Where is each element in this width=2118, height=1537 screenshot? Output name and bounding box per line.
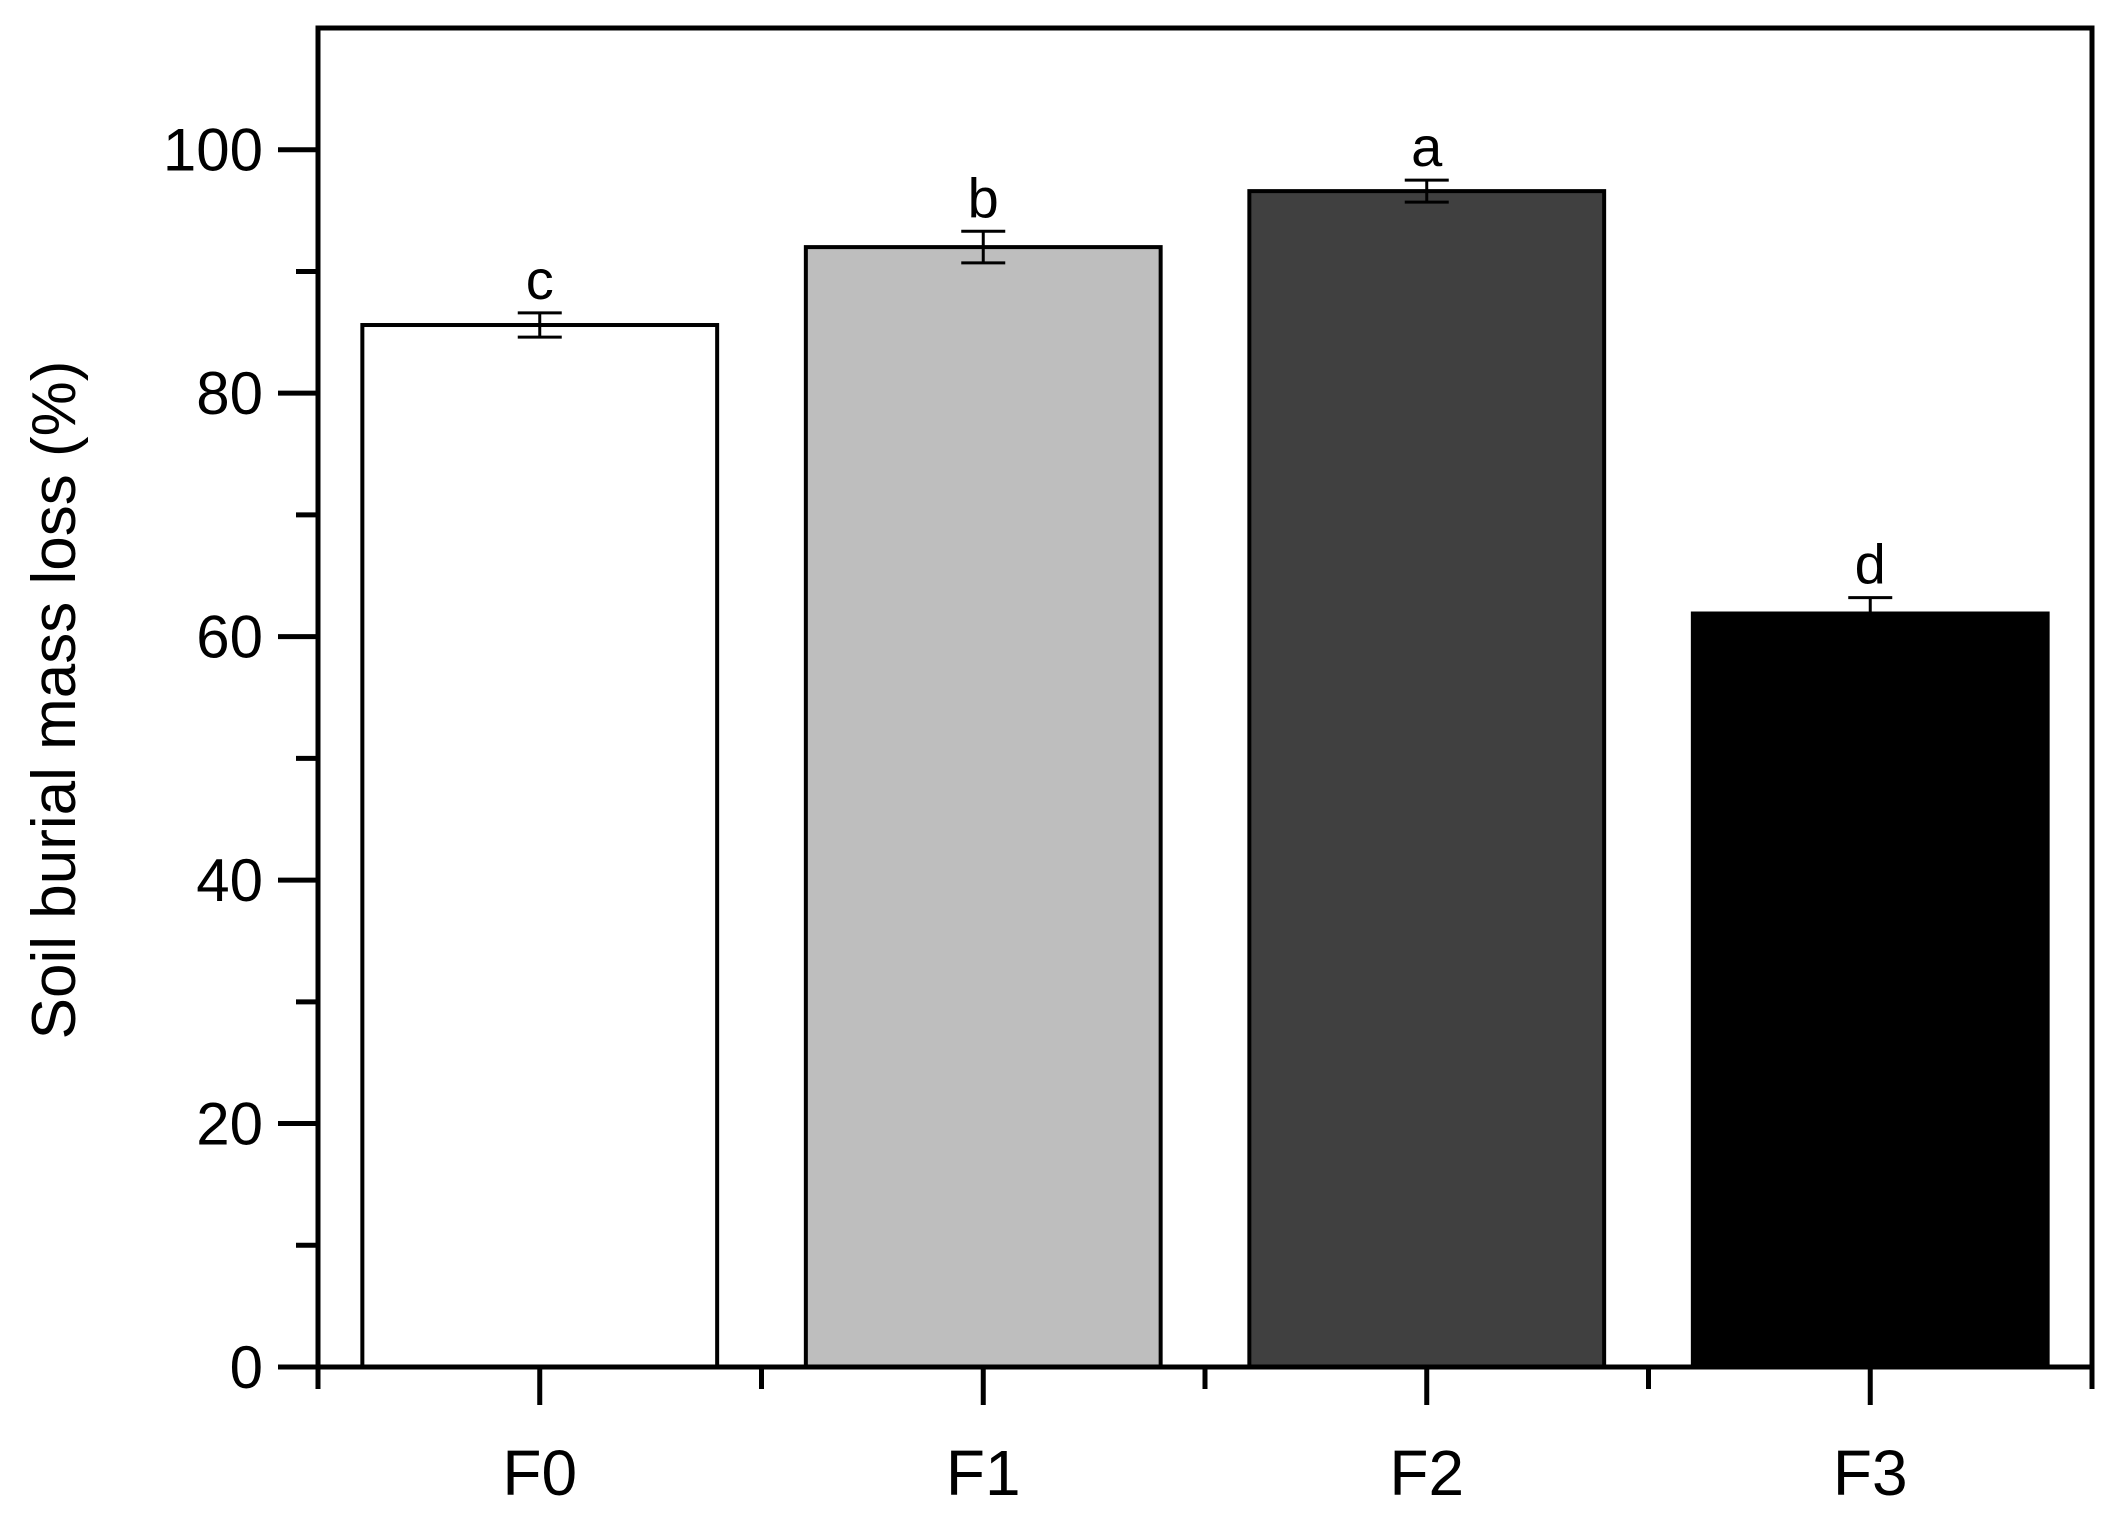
y-tick-label: 40	[196, 847, 263, 914]
error-bars-layer	[517, 178, 1893, 631]
significance-label-f1: b	[968, 166, 999, 229]
labels-layer: c F0 b F1 a F2 d F3 0 20 40 60 80 100	[163, 115, 1908, 1509]
x-tick-label-f3: F3	[1833, 1437, 1908, 1509]
y-tick-label: 60	[196, 604, 263, 671]
error-bar-f3	[1848, 596, 1893, 631]
significance-label-f2: a	[1411, 115, 1443, 178]
bar-f3	[1690, 611, 2050, 1369]
y-axis-title: Soil burial mass loss (%)	[20, 361, 89, 1040]
x-tick-label-f1: F1	[946, 1437, 1021, 1509]
y-tick-label: 100	[163, 117, 263, 184]
error-bar-f2	[1404, 178, 1449, 204]
bar-f0	[360, 323, 720, 1370]
error-bar-f1	[961, 229, 1006, 265]
axes-layer	[278, 25, 2095, 1405]
x-tick-label-f0: F0	[502, 1437, 577, 1509]
y-tick-label: 20	[196, 1091, 263, 1158]
y-tick-label: 0	[230, 1334, 263, 1401]
error-bar-f0	[517, 311, 562, 339]
bar-f2	[1247, 189, 1607, 1370]
significance-label-f3: d	[1855, 533, 1886, 596]
y-tick-label: 80	[196, 360, 263, 427]
significance-label-f0: c	[526, 248, 554, 311]
bars-layer	[360, 189, 2050, 1370]
x-tick-label-f2: F2	[1389, 1437, 1464, 1509]
bar-f1	[803, 245, 1163, 1369]
